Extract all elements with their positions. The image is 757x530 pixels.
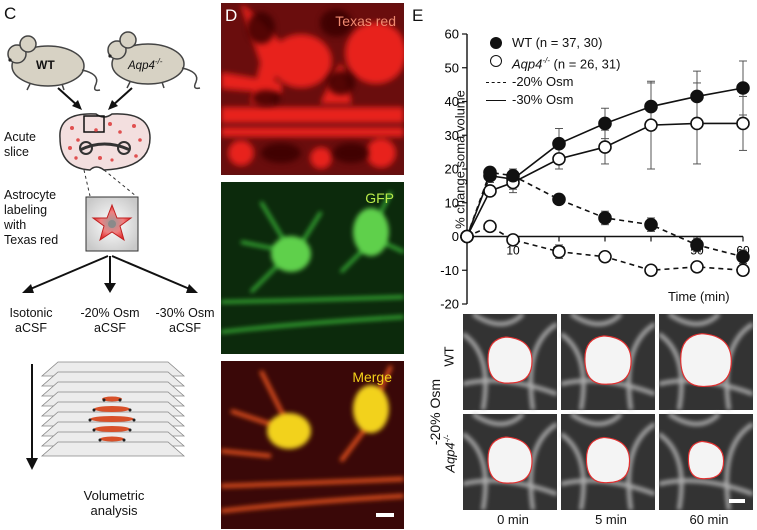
data-point	[644, 118, 658, 132]
y-tick-label: -10	[440, 263, 459, 278]
legend-wt: WT (n = 37, 30)	[486, 34, 620, 52]
y-tick-label: 40	[445, 94, 459, 109]
soma-outline	[680, 333, 732, 387]
soma-outline	[584, 335, 632, 385]
time-label-5: 5 min	[595, 512, 627, 527]
y-axis-label: % change soma volume	[452, 90, 468, 229]
soma-volume-chart: -20-10010203040506010205060	[440, 27, 750, 312]
legend-dashed-line-icon	[486, 82, 506, 84]
y-tick-label: 30	[445, 128, 459, 143]
astrocyte-star-icon	[85, 196, 139, 252]
y-tick-label: 10	[445, 195, 459, 210]
scale-bar	[376, 513, 394, 517]
x-tick-label: 10	[506, 244, 520, 258]
data-point	[598, 211, 612, 225]
micro-e-grid	[461, 312, 757, 511]
data-point	[506, 168, 520, 183]
row-label-wt: WT	[441, 346, 457, 367]
micro-gfp: GFP	[221, 182, 404, 354]
acute-slice-label: Acute slice	[4, 130, 36, 159]
brain-slice-icon	[59, 113, 151, 171]
legend-open-circle-icon	[490, 55, 502, 67]
micrograph-cell	[461, 412, 559, 511]
data-point	[506, 233, 520, 247]
volumetric-stack-icon	[26, 361, 186, 470]
gfp-label: GFP	[365, 190, 394, 206]
legend-filled-circle-icon	[490, 37, 502, 49]
soma-outline	[487, 436, 533, 484]
volumetric-analysis-label: Volumetric analysis	[83, 488, 145, 518]
data-point	[552, 152, 566, 166]
micro-texas-red: Texas red	[221, 3, 404, 175]
y-tick-label: -20	[440, 297, 459, 312]
legend-30-osm: -30% Osm	[486, 91, 620, 109]
legend-solid-line-icon	[486, 100, 506, 102]
data-point	[483, 165, 497, 180]
data-point	[598, 116, 612, 131]
panel-d-letter: D	[225, 6, 238, 25]
data-point	[460, 229, 474, 244]
row-label-aqp4: Aqp4-/-	[442, 434, 458, 473]
mouse-wt-label: WT	[36, 58, 55, 72]
data-point	[690, 260, 704, 274]
y-tick-label: 0	[452, 229, 459, 244]
data-point	[644, 217, 658, 232]
y-tick-label: 50	[445, 60, 459, 75]
data-point	[690, 238, 704, 252]
data-point	[644, 99, 658, 114]
data-point	[552, 192, 566, 207]
series-line-2	[466, 171, 744, 258]
y-tick-label: 20	[445, 162, 459, 177]
data-point	[736, 81, 750, 95]
panel-e-letter: E	[412, 6, 424, 25]
data-point	[736, 116, 750, 131]
data-point	[736, 263, 750, 278]
x-axis-label: Time (min)	[668, 289, 730, 304]
data-point	[552, 244, 566, 259]
micrograph-cell	[559, 312, 657, 411]
soma-outline	[687, 440, 725, 480]
data-point	[690, 89, 704, 104]
chart-legend: WT (n = 37, 30) Aqp4-/- (n = 26, 31) -20…	[486, 34, 620, 109]
panel-c-schematic	[7, 31, 201, 470]
labeling-label: Astrocyte labeling with Texas red	[4, 188, 59, 247]
legend-20-osm: -20% Osm	[486, 73, 620, 91]
texas-red-label: Texas red	[335, 13, 396, 29]
wt-mouse-icon	[7, 35, 101, 92]
micrograph-cell	[461, 312, 559, 411]
data-point	[598, 140, 612, 154]
data-point	[483, 219, 497, 234]
condition-20-label: -20% Osm aCSF	[80, 306, 140, 335]
aqp4-mouse-icon	[107, 31, 201, 90]
soma-outline	[585, 436, 631, 484]
panel-c-letter: C	[4, 4, 17, 23]
micrograph-cell	[657, 312, 755, 411]
mouse-aqp4-label: Aqp4-/-	[128, 57, 163, 72]
time-label-60: 60 min	[689, 512, 729, 527]
condition-30-label: -30% Osm aCSF	[155, 306, 215, 335]
data-point	[598, 249, 612, 264]
merge-label: Merge	[352, 369, 392, 385]
data-point	[690, 116, 704, 131]
y-tick-label: 60	[445, 27, 459, 42]
time-label-0: 0 min	[497, 512, 529, 527]
scale-bar	[729, 499, 745, 503]
data-point	[644, 263, 658, 278]
data-point	[552, 136, 566, 151]
condition-isotonic-label: Isotonic aCSF	[9, 306, 53, 335]
micro-merge: Merge	[221, 361, 404, 529]
micrograph-cell	[559, 412, 657, 511]
micrograph-cell	[657, 412, 755, 511]
soma-outline	[487, 336, 533, 384]
data-point	[736, 249, 750, 264]
group-label-20-osm: -20% Osm	[427, 378, 443, 446]
data-point	[483, 184, 497, 198]
legend-aqp4: Aqp4-/- (n = 26, 31)	[486, 52, 620, 73]
